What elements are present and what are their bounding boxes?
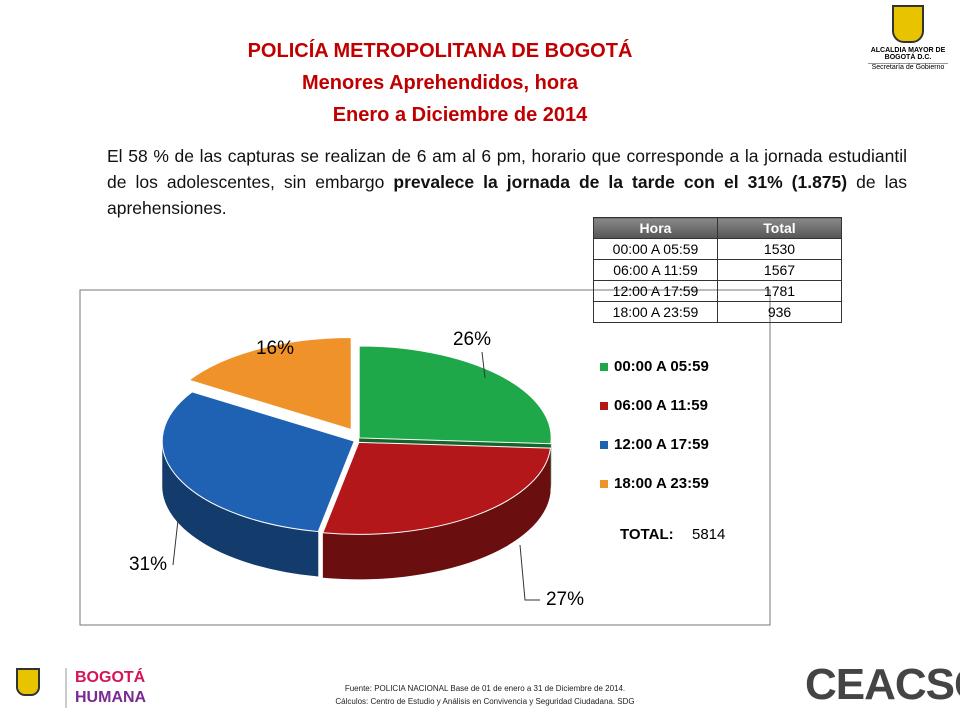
legend-label: 06:00 A 11:59 <box>614 397 708 414</box>
leader-line <box>519 544 540 601</box>
legend-swatch <box>600 480 608 488</box>
text: El 58 % de las capturas se realizan de 6… <box>107 146 907 192</box>
legend-swatch <box>600 402 608 410</box>
column-header: Hora <box>593 217 718 239</box>
footer-source: Fuente: POLICIA NACIONAL Base de 01 de e… <box>344 684 626 693</box>
text-bold: prevalece la jornada de la tarde con el … <box>393 172 848 192</box>
cell: 06:00 A 11:59 <box>593 259 718 281</box>
slice <box>358 345 552 445</box>
legend-label: 12:00 A 17:59 <box>614 436 709 453</box>
cell: 1781 <box>717 280 842 302</box>
data-label: 31% <box>129 554 167 575</box>
cell: 936 <box>717 301 842 323</box>
column-header: Total <box>717 217 842 239</box>
crest <box>16 668 40 696</box>
crest <box>892 5 924 43</box>
leader-line <box>481 351 486 379</box>
cell: 00:00 A 05:59 <box>593 238 718 260</box>
table: Hora Total 00:00 A 05:59 1530 06:00 A 11:5… <box>593 217 842 323</box>
logo-text: BOGOTÁ <box>75 669 146 686</box>
data-label: 27% <box>546 589 584 610</box>
cell: 1567 <box>717 259 842 281</box>
slice <box>322 441 552 535</box>
text: de las aprehensiones. <box>107 172 907 218</box>
data-label: 26% <box>453 329 491 350</box>
logo-bogota: BOGOTÁ HUMANA <box>65 668 146 708</box>
data-label: 16% <box>256 338 294 359</box>
logo-alcaldia: ALCALDIA MAYOR DE BOGOTÁ D.C. Secretaría… <box>868 5 948 71</box>
title: POLICÍA METROPOLITANA DE BOGOTÁ <box>247 40 633 62</box>
paragraph: El 58 % de las capturas se realizan de 6… <box>107 143 907 221</box>
slice <box>188 336 352 431</box>
legend-swatch <box>600 441 608 449</box>
slice-side <box>322 448 551 580</box>
cell: 1530 <box>717 238 842 260</box>
legend-label: 00:00 A 05:59 <box>614 358 709 375</box>
cell: 18:00 A 23:59 <box>593 301 718 323</box>
period: Enero a Diciembre de 2014 <box>332 104 588 126</box>
logo-text: HUMANA <box>75 689 147 706</box>
logo-text: Secretaría de Gobierno <box>868 63 948 71</box>
total-value: 5814 <box>692 526 725 543</box>
slice <box>161 391 355 533</box>
logo-ceacsc: CEACSC <box>805 660 960 709</box>
cell: 12:00 A 17:59 <box>593 280 718 302</box>
legend-swatch <box>600 363 608 371</box>
slice-side <box>162 441 319 577</box>
total-label: TOTAL: <box>620 526 674 543</box>
legend-label: 18:00 A 23:59 <box>614 475 709 492</box>
leader-line <box>172 519 179 566</box>
logo-text: ALCALDIA MAYOR DE BOGOTÁ D.C. <box>870 47 946 61</box>
logo-small <box>8 668 48 696</box>
footer-calc: Cálculos: Centro de Estudio y Análisis e… <box>335 697 635 706</box>
subtitle: Menores Aprehendidos, hora <box>302 72 578 94</box>
